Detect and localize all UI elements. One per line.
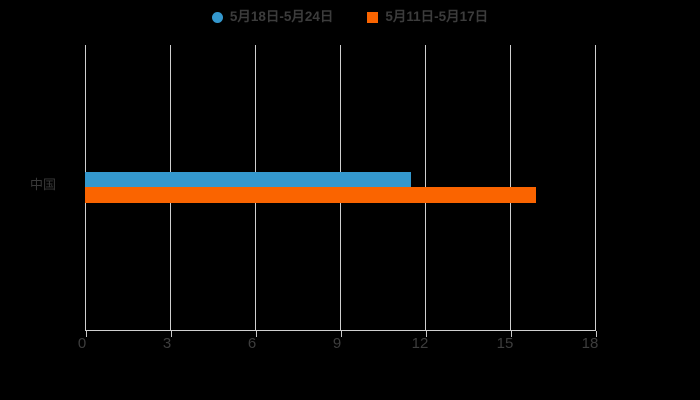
x-tick-label-9: 9: [332, 335, 342, 352]
x-tick-label-0: 0: [77, 335, 87, 352]
x-tick-label-15: 15: [496, 335, 514, 352]
bar-series-1-china[interactable]: [85, 187, 536, 203]
x-tick-mark-9: [341, 331, 342, 337]
chart-legend: 5月18日-5月24日 5月11日-5月17日: [0, 4, 700, 30]
legend-item-series-0[interactable]: 5月18日-5月24日: [211, 4, 334, 30]
x-tick-mark-0: [86, 331, 87, 337]
legend-marker-circle-icon: [211, 11, 223, 23]
x-axis-line: [85, 330, 596, 331]
legend-marker-square-icon: [367, 11, 379, 23]
x-tick-label-6: 6: [247, 335, 257, 352]
bar-series-0-china[interactable]: [85, 172, 411, 187]
legend-item-label: 5月11日-5月17日: [385, 9, 489, 25]
x-tick-label-12: 12: [411, 335, 429, 352]
x-tick-mark-12: [426, 331, 427, 337]
y-axis-category-label: 中国: [29, 177, 56, 192]
x-tick-label-3: 3: [162, 335, 172, 352]
x-tick-label-18: 18: [581, 335, 599, 352]
legend-item-label: 5月18日-5月24日: [229, 9, 334, 25]
x-tick-mark-15: [511, 331, 512, 337]
gridline-x-18: [595, 45, 596, 330]
x-tick-mark-3: [171, 331, 172, 337]
x-tick-mark-6: [256, 331, 257, 337]
x-tick-mark-18: [596, 331, 597, 337]
legend-item-series-1[interactable]: 5月11日-5月17日: [367, 4, 488, 30]
plot-area: [85, 45, 596, 330]
